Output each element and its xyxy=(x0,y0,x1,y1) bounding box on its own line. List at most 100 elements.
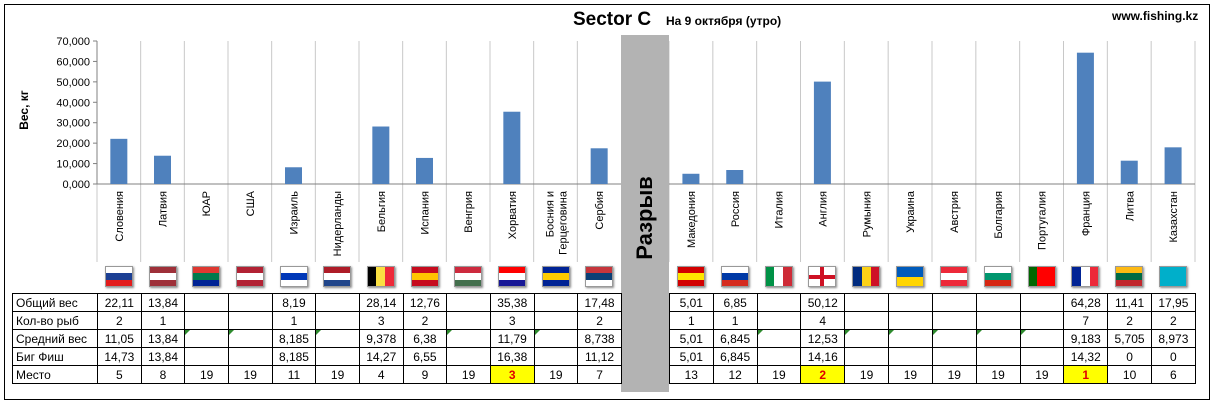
table-cell xyxy=(1019,311,1065,330)
table-cell: 9 xyxy=(402,365,448,384)
x-tick-label: Испания xyxy=(420,191,432,235)
flag-icon xyxy=(541,266,570,287)
bar xyxy=(503,111,521,184)
x-tick-label: Нидерланды xyxy=(332,191,344,256)
table-cell xyxy=(975,293,1021,312)
x-tick-label: Босния иГерцеговина xyxy=(545,190,570,255)
table-cell xyxy=(931,311,977,330)
x-tick-label: ЮАР xyxy=(201,191,213,216)
site-url: www.fishing.kz xyxy=(1112,9,1199,23)
table-cell: 5 xyxy=(97,365,142,384)
table-cell xyxy=(888,347,933,366)
table-cell: 19 xyxy=(888,365,933,384)
table-cell: 8,185 xyxy=(271,347,317,366)
x-tick-label: Австрия xyxy=(949,191,961,233)
y-tick-label: 10,000 xyxy=(56,159,90,171)
table-cell xyxy=(1019,329,1065,348)
table-cell: 2 xyxy=(402,311,448,330)
table-cell xyxy=(184,293,229,312)
table-cell: 5,01 xyxy=(668,347,714,366)
table-cell xyxy=(756,293,802,312)
table-cell xyxy=(975,311,1021,330)
x-tick-label: Португалия xyxy=(1037,191,1049,250)
flag-icon xyxy=(1071,266,1100,287)
table-row: Место 5 8 19 19 11 19 4 9 19 3 19 7 13 12 19 2 19 19 19 19 19… xyxy=(12,365,1196,384)
flag-icon xyxy=(585,266,614,287)
table-cell: 3 xyxy=(358,311,404,330)
table-cell: 11,79 xyxy=(489,329,535,348)
table-cell: 19 xyxy=(1019,365,1065,384)
table-cell: 0 xyxy=(1150,347,1196,366)
table-cell: 1 xyxy=(140,311,186,330)
table-cell: 13 xyxy=(668,365,714,384)
table-cell: 19 xyxy=(931,365,977,384)
chart-title: Sector C xyxy=(573,9,652,30)
table-row: Кол-во рыб 2 1 1 3 2 3 2 1 1 4 7 2 2 xyxy=(12,311,1196,330)
table-cell: 8,973 xyxy=(1150,329,1196,348)
table-cell xyxy=(227,311,273,330)
flag-icon xyxy=(497,266,526,287)
table-row: Средний вес 11,05 13,84 8,185 9,378 6,38 11,79… xyxy=(12,329,1196,348)
row-label: Средний вес xyxy=(12,329,98,348)
flag-icon xyxy=(764,266,793,287)
figure-frame xyxy=(4,4,1210,400)
table-cell: 11 xyxy=(271,365,317,384)
table-cell: 50,12 xyxy=(800,293,846,312)
table-cell xyxy=(315,293,360,312)
table-cell: 7 xyxy=(577,365,622,384)
x-tick-label: Англия xyxy=(817,191,829,227)
table-cell xyxy=(931,329,977,348)
table-cell xyxy=(931,293,977,312)
flag-icon xyxy=(192,266,221,287)
table-cell: 17,95 xyxy=(1150,293,1196,312)
table-cell: 11,12 xyxy=(577,347,622,366)
flag-icon xyxy=(279,266,308,287)
flag-icon xyxy=(410,266,439,287)
table-cell: 2 xyxy=(1107,311,1152,330)
gap-cell xyxy=(621,293,670,384)
table-cell: 11,41 xyxy=(1107,293,1152,312)
x-tick-label: Словения xyxy=(114,191,126,242)
x-tick-label: Франция xyxy=(1080,191,1092,236)
table-cell: 2 xyxy=(97,311,142,330)
row-label: Биг Фиш xyxy=(12,347,98,366)
flag-icon xyxy=(896,266,925,287)
chart-subtitle: На 9 октября (утро) xyxy=(666,14,782,28)
bar xyxy=(1076,52,1094,184)
table-cell xyxy=(227,347,273,366)
table-cell: 19 xyxy=(227,365,273,384)
table-cell: 12 xyxy=(712,365,758,384)
table-row: Общий вес 22,11 13,84 8,19 28,14 12,76 35,38 17… xyxy=(12,293,1196,384)
table-cell: 19 xyxy=(756,365,802,384)
table-cell: 19 xyxy=(315,365,360,384)
table-cell xyxy=(975,329,1021,348)
bar xyxy=(726,170,744,184)
table-cell: 14,27 xyxy=(358,347,404,366)
table-cell: 1 xyxy=(668,311,714,330)
table-cell: 19 xyxy=(844,365,890,384)
table-cell: 16,38 xyxy=(489,347,535,366)
table-cell xyxy=(844,311,890,330)
table-cell xyxy=(533,311,579,330)
bar xyxy=(682,173,700,184)
table-cell: 11,05 xyxy=(97,329,142,348)
table-cell xyxy=(315,311,360,330)
y-tick-label: 40,000 xyxy=(56,97,90,109)
table-cell: 2 xyxy=(1150,311,1196,330)
table-cell: 13,84 xyxy=(140,329,186,348)
x-tick-label: Румыния xyxy=(861,191,873,237)
table-cell: 4 xyxy=(800,311,846,330)
flag-icon xyxy=(1027,266,1056,287)
flag-icon xyxy=(939,266,968,287)
table-cell: 9,378 xyxy=(358,329,404,348)
bar xyxy=(1164,147,1182,184)
results-table: Общий вес 22,11 13,84 8,19 28,14 12,76 35,38 17… xyxy=(12,293,1196,384)
table-cell: 8,19 xyxy=(271,293,317,312)
x-tick-label: Болгария xyxy=(993,191,1005,239)
x-tick-label: Македония xyxy=(686,191,698,248)
table-cell: 1 xyxy=(271,311,317,330)
table-cell xyxy=(446,347,491,366)
flag-icon xyxy=(323,266,352,287)
table-cell: 22,11 xyxy=(97,293,142,312)
